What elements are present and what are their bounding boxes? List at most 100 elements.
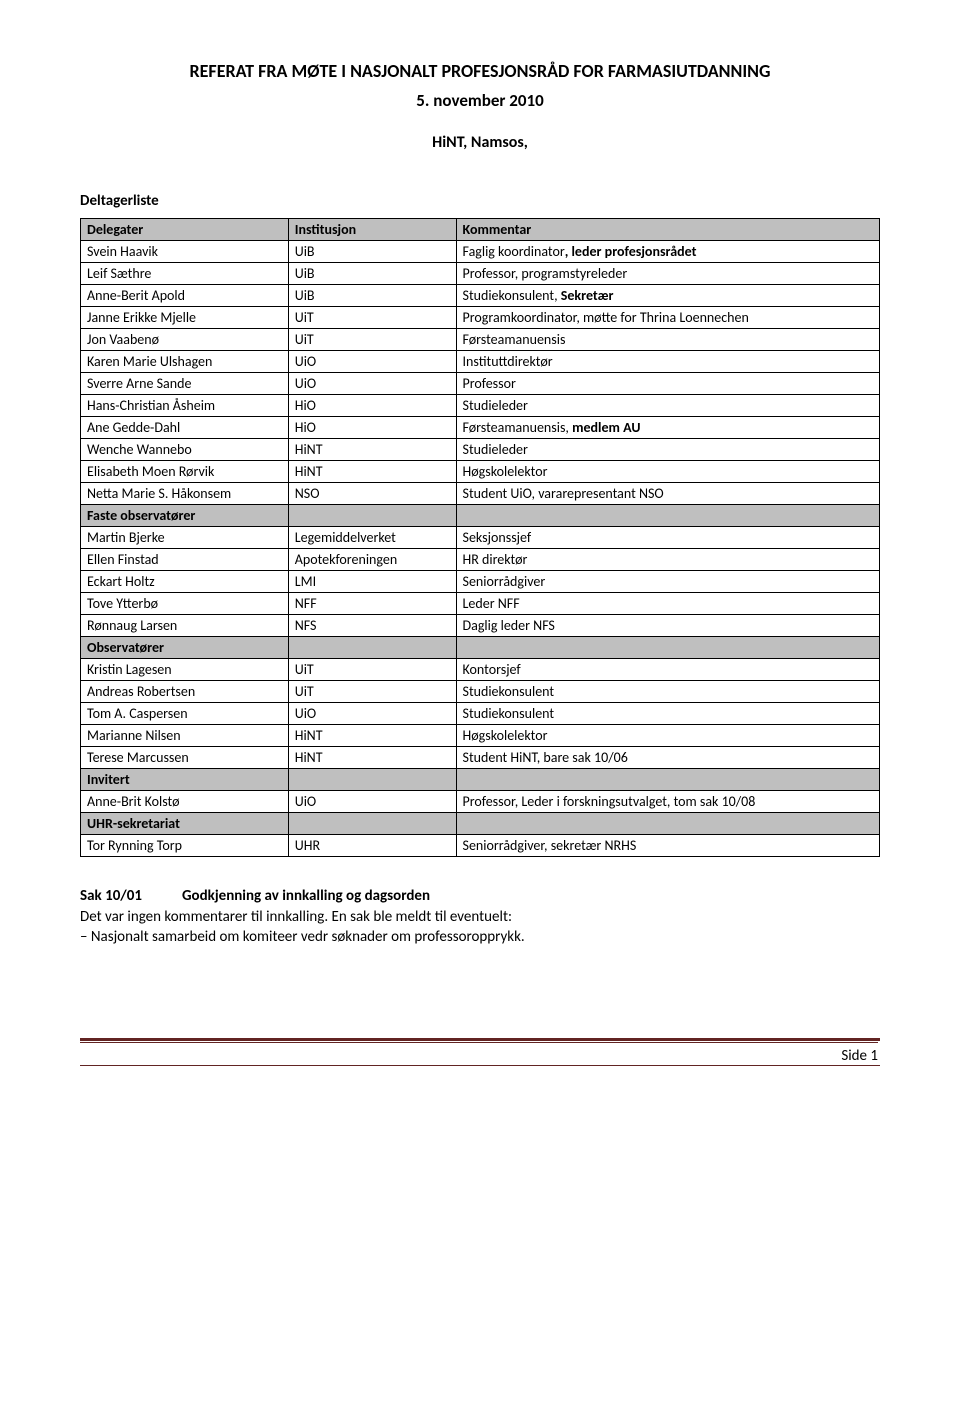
table-row: Hans-Christian ÅsheimHiOStudieleder [81,395,880,417]
cell-name: Svein Haavik [81,241,289,263]
cell-comment: Student UiO, vararepresentant NSO [456,483,879,505]
section-empty [456,769,879,791]
table-row: Andreas RobertsenUiTStudiekonsulent [81,681,880,703]
cell-name: Rønnaug Larsen [81,615,289,637]
cell-name: Terese Marcussen [81,747,289,769]
cell-institution: UiB [288,285,456,307]
cell-comment: Seksjonssjef [456,527,879,549]
table-row: Tor Rynning TorpUHRSeniorrådgiver, sekre… [81,835,880,857]
cell-institution: Legemiddelverket [288,527,456,549]
table-row: Elisabeth Moen RørvikHiNTHøgskolelektor [81,461,880,483]
table-row: Rønnaug LarsenNFSDaglig leder NFS [81,615,880,637]
section-empty [456,637,879,659]
sak-number: Sak 10/01 [80,887,142,905]
section-empty [288,813,456,835]
table-row: Anne-Berit ApoldUiBStudiekonsulent, Sekr… [81,285,880,307]
table-row: Terese MarcussenHiNTStudent HiNT, bare s… [81,747,880,769]
cell-institution: UiO [288,703,456,725]
cell-comment: Studiekonsulent, Sekretær [456,285,879,307]
table-row: Svein HaavikUiBFaglig koordinator, leder… [81,241,880,263]
cell-institution: NSO [288,483,456,505]
cell-comment: Seniorrådgiver [456,571,879,593]
table-row: Ane Gedde-DahlHiOFørsteamanuensis, medle… [81,417,880,439]
sak-body-1: Det var ingen kommentarer til innkalling… [80,907,880,927]
cell-comment: Studieleder [456,439,879,461]
cell-name: Ellen Finstad [81,549,289,571]
page-number: Side 1 [841,1047,878,1065]
table-section-row: Invitert [81,769,880,791]
cell-name: Hans-Christian Åsheim [81,395,289,417]
page-footer: Side 1 [80,1038,880,1066]
cell-institution: UiT [288,681,456,703]
cell-name: Marianne Nilsen [81,725,289,747]
sak-block: Sak 10/01 Godkjenning av innkalling og d… [80,887,880,948]
cell-comment: Studiekonsulent [456,681,879,703]
cell-comment: Høgskolelektor [456,725,879,747]
cell-institution: HiNT [288,747,456,769]
comment-bold: , leder profesjonsrådet [565,243,697,260]
page: REFERAT FRA MØTE I NASJONALT PROFESJONSR… [0,0,960,1106]
section-label: Faste observatører [81,505,289,527]
table-header-cell: Kommentar [456,219,879,241]
section-empty [456,505,879,527]
table-row: Ellen FinstadApotekforeningenHR direktør [81,549,880,571]
cell-name: Netta Marie S. Håkonsem [81,483,289,505]
cell-comment: Programkoordinator, møtte for Thrina Loe… [456,307,879,329]
cell-comment: Høgskolelektor [456,461,879,483]
cell-institution: UiT [288,307,456,329]
table-section-row: Observatører [81,637,880,659]
cell-institution: LMI [288,571,456,593]
cell-institution: HiNT [288,725,456,747]
cell-comment: Studiekonsulent [456,703,879,725]
cell-name: Tom A. Caspersen [81,703,289,725]
cell-name: Eckart Holtz [81,571,289,593]
cell-name: Anne-Berit Apold [81,285,289,307]
table-row: Eckart HoltzLMISeniorrådgiver [81,571,880,593]
participants-table: DelegaterInstitusjonKommentarSvein Haavi… [80,218,880,857]
list-heading: Deltagerliste [80,192,880,210]
cell-institution: HiNT [288,439,456,461]
doc-subtitle: 5. november 2010 [80,90,880,111]
cell-comment: Instituttdirektør [456,351,879,373]
cell-comment: Professor, programstyreleder [456,263,879,285]
table-row: Tove YtterbøNFFLeder NFF [81,593,880,615]
cell-comment: Førsteamanuensis [456,329,879,351]
cell-institution: UiO [288,373,456,395]
section-empty [288,505,456,527]
cell-institution: NFF [288,593,456,615]
cell-name: Elisabeth Moen Rørvik [81,461,289,483]
cell-comment: Professor [456,373,879,395]
section-empty [456,813,879,835]
cell-comment: Faglig koordinator, leder profesjonsråde… [456,241,879,263]
table-header-cell: Institusjon [288,219,456,241]
cell-institution: UiT [288,329,456,351]
sak-body-2: – Nasjonalt samarbeid om komiteer vedr s… [80,927,880,947]
comment-bold: medlem AU [572,419,640,436]
cell-institution: UiT [288,659,456,681]
cell-name: Leif Sæthre [81,263,289,285]
comment-text: Studiekonsulent, [463,287,561,304]
table-header-row: DelegaterInstitusjonKommentar [81,219,880,241]
cell-institution: UiB [288,263,456,285]
table-row: Sverre Arne SandeUiOProfessor [81,373,880,395]
cell-comment: Professor, Leder i forskningsutvalget, t… [456,791,879,813]
cell-institution: HiNT [288,461,456,483]
cell-comment: Kontorsjef [456,659,879,681]
cell-comment: Daglig leder NFS [456,615,879,637]
cell-institution: NFS [288,615,456,637]
cell-name: Andreas Robertsen [81,681,289,703]
table-row: Anne-Brit KolstøUiOProfessor, Leder i fo… [81,791,880,813]
cell-name: Wenche Wannebo [81,439,289,461]
cell-name: Tor Rynning Torp [81,835,289,857]
cell-name: Kristin Lagesen [81,659,289,681]
cell-institution: UiB [288,241,456,263]
table-section-row: Faste observatører [81,505,880,527]
cell-comment: Førsteamanuensis, medlem AU [456,417,879,439]
cell-name: Karen Marie Ulshagen [81,351,289,373]
cell-name: Anne-Brit Kolstø [81,791,289,813]
table-row: Marianne NilsenHiNTHøgskolelektor [81,725,880,747]
cell-name: Sverre Arne Sande [81,373,289,395]
cell-comment: HR direktør [456,549,879,571]
section-label: Observatører [81,637,289,659]
cell-name: Ane Gedde-Dahl [81,417,289,439]
